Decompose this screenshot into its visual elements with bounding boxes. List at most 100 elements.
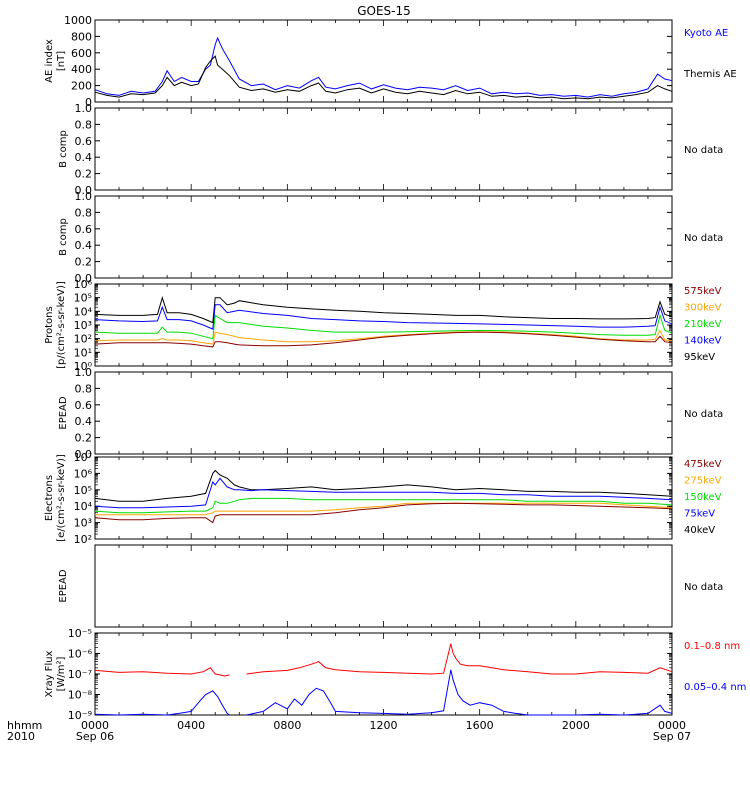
y-axis-label: EPEAD — [58, 569, 69, 603]
x-tick-label: 0400 — [177, 719, 205, 732]
y-tick-label: 10¹ — [74, 346, 92, 359]
y-tick-label: 0.2 — [75, 168, 93, 181]
y-axis-label: B comp — [58, 218, 69, 256]
y-tick-label: 10⁻⁵ — [68, 627, 92, 640]
panel-frame — [94, 283, 673, 367]
legend-entry: No data — [684, 233, 723, 244]
legend-entry: 0.1–0.8 nm — [684, 641, 740, 652]
panel-frame — [94, 456, 673, 540]
y-axis-label: Protons — [44, 306, 55, 343]
figure-title: GOES-15 — [357, 4, 411, 18]
y-axis-label: [e/(cm²-s-sr-keV)] — [56, 454, 67, 542]
y-tick-label: 0.0 — [75, 184, 93, 197]
series-line-210kev — [94, 313, 673, 340]
y-axis-label: AE index — [44, 39, 55, 83]
panel-ae: 0 200 400 600 800 1000 AE index [nT] Kyoto AE The… — [44, 14, 737, 109]
y-tick-label: 10⁻⁸ — [68, 689, 93, 702]
panel-frame — [94, 195, 673, 279]
y-tick-label: 0.2 — [75, 256, 93, 269]
series-line-140kev — [94, 304, 673, 330]
y-tick-label: 0.0 — [75, 448, 93, 461]
y-tick-label: 800 — [71, 30, 92, 43]
panel-bcomp1: 0.0 0.2 0.4 0.6 0.8 1.0 B comp No data — [58, 102, 723, 197]
y-tick-label: 200 — [71, 80, 92, 93]
y-tick-label: 10² — [74, 333, 92, 346]
series-line-275kev — [95, 502, 673, 516]
y-tick-label: 1000 — [64, 14, 92, 27]
time-axis-corner-label-year: 2010 — [7, 730, 35, 743]
x-date-label: Sep 06 — [76, 730, 114, 743]
y-tick-label: 0.6 — [75, 223, 93, 236]
panel-electrons: 10² 10³ 10⁴ 10⁵ 10⁶ 10⁷ Electrons [e/(cm²-s-sr-… — [44, 451, 722, 546]
y-axis-label: Electrons — [44, 475, 55, 521]
panel-frame — [94, 544, 673, 628]
y-axis-label: Xray Flux — [44, 650, 55, 697]
y-tick-label: 10³ — [74, 517, 92, 530]
x-tick-label: 1600 — [466, 719, 494, 732]
series-line-95kev — [94, 295, 673, 324]
y-tick-label: 0.8 — [75, 382, 93, 395]
legend-entry: Themis AE — [683, 69, 737, 80]
y-axis-label: [p/(cm²-s-sr-keV)] — [56, 281, 67, 369]
legend-entry: 0.05–0.4 nm — [684, 682, 746, 693]
y-tick-label: 10⁰ — [74, 360, 93, 373]
series-line-kyoto-ae — [94, 36, 673, 98]
series-line-150kev — [94, 497, 673, 514]
x-tick-label: 2000 — [562, 719, 590, 732]
y-tick-label: 400 — [71, 63, 92, 76]
y-tick-label: 10⁻⁹ — [68, 709, 92, 722]
y-axis-label: [nT] — [56, 51, 67, 71]
y-tick-label: 0.0 — [75, 272, 93, 285]
y-tick-label: 10³ — [74, 319, 92, 332]
y-tick-label: 1.0 — [75, 190, 93, 203]
legend-entry: 40keV — [684, 525, 715, 536]
legend-entry: 300keV — [684, 303, 722, 314]
panel-epead2: EPEAD No data — [58, 544, 723, 628]
series-line-300kev — [94, 329, 673, 345]
series-line-475kev — [94, 502, 673, 524]
legend-entry: 275keV — [684, 476, 722, 487]
x-tick-label: 0800 — [273, 719, 301, 732]
y-tick-label: 600 — [71, 47, 92, 60]
y-axis-label: EPEAD — [58, 396, 69, 430]
y-axis-label: [W/m²] — [56, 656, 67, 691]
legend-entry: 575keV — [684, 286, 722, 297]
series-line-40kev — [94, 469, 673, 502]
y-tick-label: 0.6 — [75, 135, 93, 148]
series-line-0-05-0-4-nm — [246, 669, 673, 716]
legend-entry: 140keV — [684, 336, 722, 347]
series-line-themis-ae — [94, 55, 673, 100]
legend-entry: Kyoto AE — [684, 28, 728, 39]
x-tick-label: 0000 — [81, 719, 109, 732]
panel-frame — [94, 107, 673, 191]
panel-xray: 10⁻⁹ 10⁻⁸ 10⁻⁷ 10⁻⁶ 10⁻⁵ Xray Flux [W/m²] 0.1–0… — [44, 627, 746, 722]
y-tick-label: 0.6 — [75, 399, 93, 412]
series-line-75kev — [94, 477, 673, 509]
legend-entry: 95keV — [684, 352, 715, 363]
series-line-0-1-0-8-nm — [246, 643, 673, 675]
y-axis-label: B comp — [58, 130, 69, 168]
y-tick-label: 1.0 — [75, 366, 93, 379]
y-tick-label: 0.4 — [75, 239, 93, 252]
legend-entry: 475keV — [684, 459, 722, 470]
series-line-0-05-0-4-nm — [94, 690, 230, 716]
y-tick-label: 0.8 — [75, 118, 93, 131]
panel-epead1: 0.0 0.2 0.4 0.6 0.8 1.0 EPEAD No data — [58, 366, 723, 461]
y-tick-label: 0.4 — [75, 151, 93, 164]
y-tick-label: 0 — [85, 96, 92, 109]
y-tick-label: 10⁷ — [74, 451, 92, 464]
y-tick-label: 10⁶ — [74, 467, 93, 480]
legend-entry: 75keV — [684, 509, 715, 520]
legend-entry: No data — [684, 582, 723, 593]
series-line-575kev — [94, 331, 673, 348]
y-tick-label: 10⁻⁶ — [68, 648, 93, 661]
panel-bcomp2: 0.0 0.2 0.4 0.6 0.8 1.0 B comp No data — [58, 190, 723, 285]
x-date-label: Sep 07 — [653, 730, 691, 743]
legend-entry: 150keV — [684, 492, 722, 503]
legend-entry: 210keV — [684, 319, 722, 330]
legend-entry: No data — [684, 409, 723, 420]
panel-frame — [94, 371, 673, 455]
y-tick-label: 10⁶ — [74, 278, 93, 291]
